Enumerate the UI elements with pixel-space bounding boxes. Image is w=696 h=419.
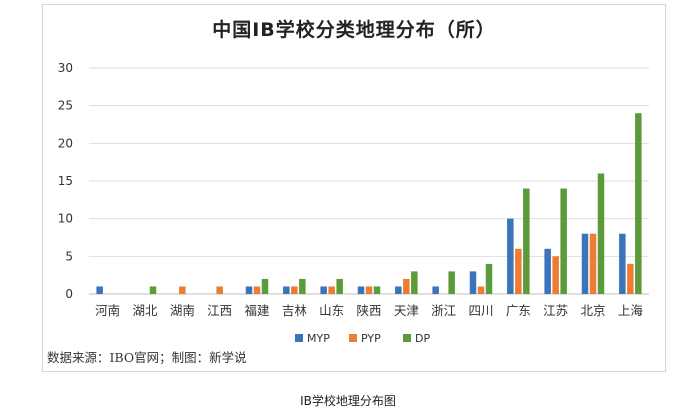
x-tick-label: 四川 [468, 303, 493, 318]
bar-pyp [589, 233, 597, 294]
bar-myp [357, 286, 365, 294]
legend-swatch [403, 334, 411, 342]
bar-dp [336, 278, 343, 294]
bar-chart: 0 5 10 15 20 25 30 河南 湖北 湖南 江西 福建 吉林 山东 陕西 天津 浙江 四川 广东 江苏 北京… [58, 61, 649, 345]
x-tick-label: 江西 [207, 303, 232, 318]
x-tick-label: 陕西 [356, 303, 381, 318]
y-tick-label: 25 [58, 99, 73, 113]
x-tick-label: 江苏 [543, 303, 568, 318]
bar-myp [507, 218, 514, 294]
bar-dp [635, 113, 642, 294]
x-tick-label: 浙江 [431, 303, 456, 318]
bar-dp [373, 286, 381, 294]
x-tick-label: 吉林 [282, 303, 308, 318]
bar-myp [245, 286, 253, 294]
bar-pyp [253, 286, 261, 294]
bar-pyp [552, 256, 559, 294]
x-tick-label: 山东 [319, 303, 344, 318]
legend-swatch [349, 334, 357, 342]
bar-dp [448, 271, 455, 294]
legend-label: PYP [361, 332, 381, 345]
bar-dp [560, 188, 567, 294]
chart-frame: 中国IB学校分类地理分布（所） 0 5 10 15 20 25 30 河南 湖北 湖南 江西 福建 吉林… [42, 4, 666, 372]
bar-pyp [515, 248, 522, 294]
x-tick-label: 福建 [244, 303, 270, 318]
bar-myp [320, 286, 327, 294]
x-tick-label: 河南 [95, 303, 120, 318]
x-tick-label: 湖北 [132, 303, 158, 318]
bar-dp [261, 278, 269, 294]
bar-pyp [365, 286, 373, 294]
y-tick-label: 20 [58, 136, 73, 150]
y-tick-label: 5 [65, 249, 73, 263]
y-tick-label: 15 [58, 174, 73, 188]
bar-myp [469, 271, 477, 294]
x-tick-label: 湖南 [170, 303, 195, 318]
bar-myp [432, 286, 439, 294]
y-tick-label: 0 [65, 287, 73, 301]
figure-caption: IB学校地理分布图 [300, 394, 396, 408]
bar-pyp [328, 286, 335, 294]
x-tick-label: 上海 [618, 303, 644, 318]
bar-myp [395, 286, 402, 294]
bar-myp [619, 233, 626, 294]
bar-pyp [477, 286, 485, 294]
bar-pyp [179, 286, 186, 294]
x-tick-label: 天津 [394, 303, 419, 318]
bar-dp [523, 188, 530, 294]
x-tick-label: 广东 [506, 303, 531, 318]
bar-pyp [216, 286, 223, 294]
bar-myp [96, 286, 103, 294]
source-note: 数据来源：IBO官网；制图：新学说 [47, 350, 247, 365]
bar-pyp [291, 286, 298, 294]
bar-pyp [627, 263, 634, 294]
legend-label: DP [415, 332, 430, 345]
bar-dp [149, 286, 157, 294]
bar-dp [299, 278, 306, 294]
y-tick-label: 10 [58, 212, 73, 226]
bar-myp [283, 286, 290, 294]
chart-title: 中国IB学校分类地理分布（所） [212, 19, 496, 41]
legend-swatch [295, 334, 303, 342]
bar-dp [485, 263, 493, 294]
bar-myp [581, 233, 589, 294]
y-tick-label: 30 [58, 61, 73, 75]
bar-myp [544, 248, 551, 294]
bar-pyp [403, 278, 410, 294]
legend-label: MYP [307, 332, 330, 345]
bar-dp [411, 271, 418, 294]
x-tick-label: 北京 [580, 303, 605, 318]
bar-dp [597, 173, 605, 294]
